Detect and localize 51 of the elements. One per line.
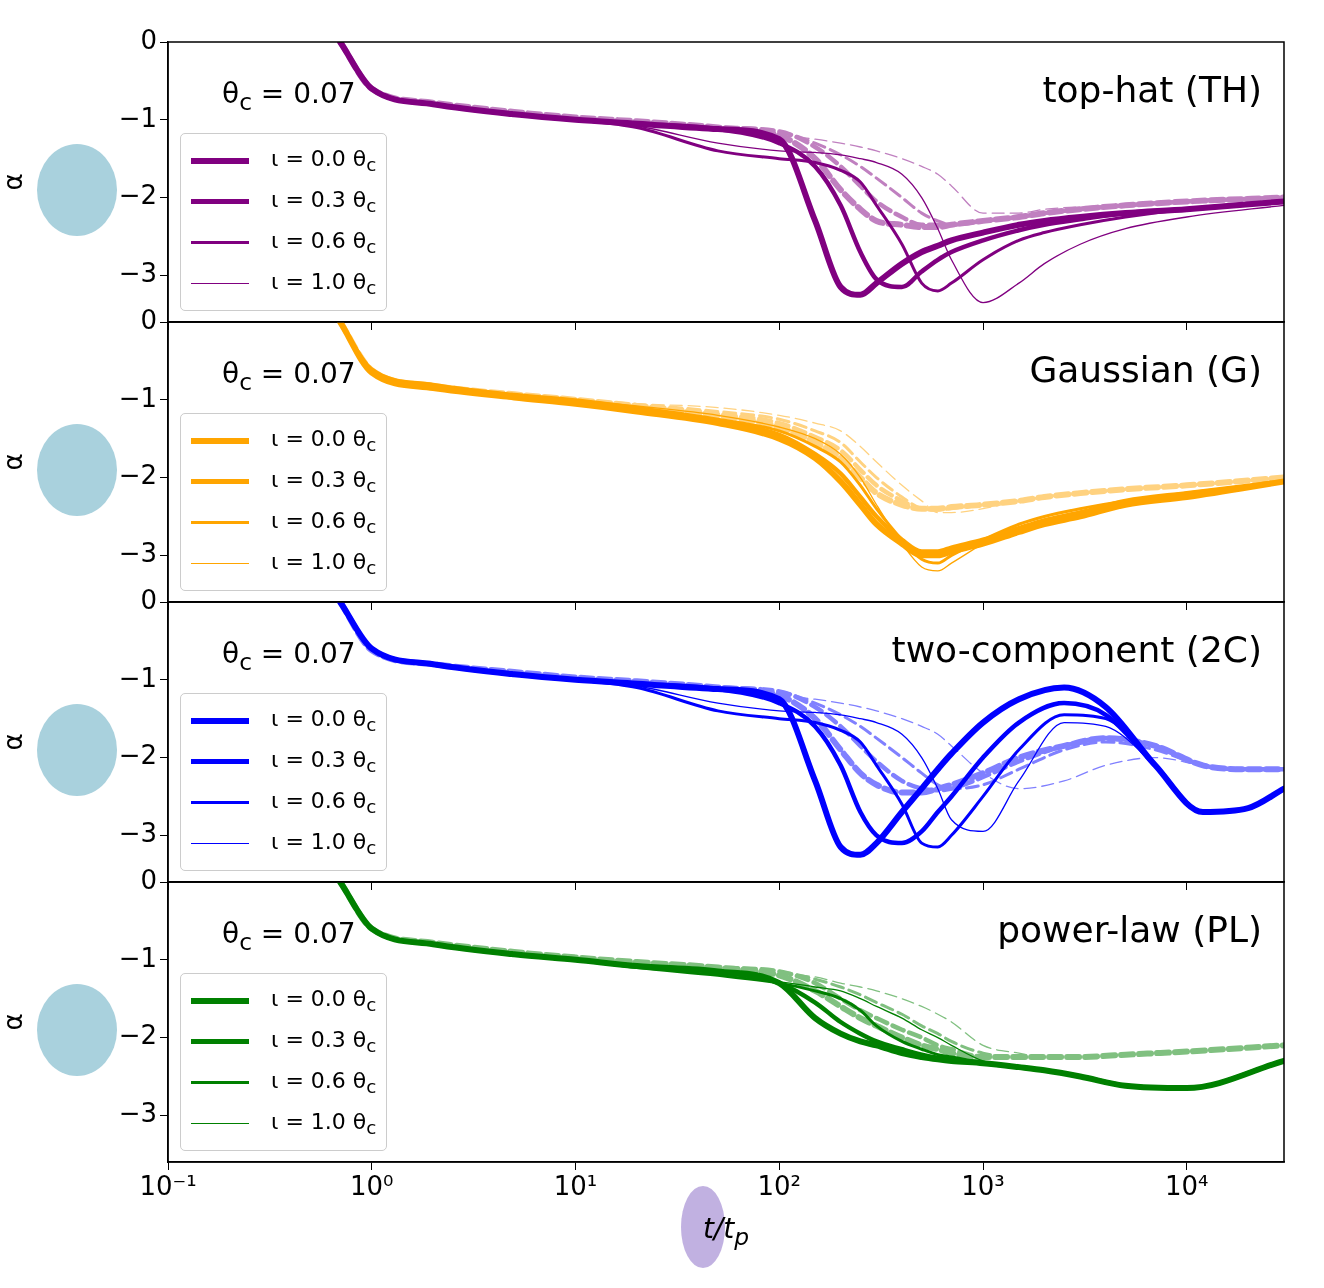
annotation: top-hat (TH)	[1042, 69, 1262, 110]
legend-label: ι = 0.0 θ$_{c}$	[271, 145, 377, 176]
y-axis-title: α	[0, 453, 29, 471]
y-tick-label: −1	[118, 942, 157, 973]
annotation: θ$_{c}$ = 0.07	[222, 637, 356, 676]
x-tick-label: 10⁻¹	[139, 1171, 197, 1202]
annotation: θ$_{c}$ = 0.07	[222, 77, 356, 116]
y-tick-label: 0	[140, 24, 157, 55]
annotation: power-law (PL)	[997, 909, 1262, 950]
y-tick-label: −3	[118, 1098, 157, 1129]
x-tick-label: 10⁰	[350, 1171, 394, 1202]
legend-label: ι = 0.6 θ$_{c}$	[271, 227, 377, 258]
y-axis-title: α	[0, 1013, 29, 1031]
y-tick-label: 0	[140, 864, 157, 895]
legend-label: ι = 0.3 θ$_{c}$	[271, 186, 377, 217]
legend-label: ι = 0.6 θ$_{c}$	[271, 507, 377, 538]
y-tick-label: −1	[118, 102, 157, 133]
y-tick-label: −1	[118, 662, 157, 693]
x-axis-title: t/t$_{p}$	[701, 1212, 751, 1251]
legend-label: ι = 0.0 θ$_{c}$	[271, 425, 377, 456]
y-tick-label: −2	[118, 180, 157, 211]
y-axis-title: α	[0, 173, 29, 191]
legend-label: ι = 1.0 θ$_{c}$	[271, 548, 377, 579]
legend-label: ι = 1.0 θ$_{c}$	[271, 268, 377, 299]
legend-label: ι = 0.3 θ$_{c}$	[271, 746, 377, 777]
x-tick-label: 10⁴	[1165, 1171, 1209, 1202]
legend-label: ι = 1.0 θ$_{c}$	[271, 1108, 377, 1139]
annotation: θ$_{c}$ = 0.07	[222, 357, 356, 396]
annotation: θ$_{c}$ = 0.07	[222, 917, 356, 956]
y-tick-label: −2	[118, 740, 157, 771]
y-tick-label: −1	[118, 382, 157, 413]
x-tick-label: 10²	[757, 1171, 802, 1202]
legend-label: ι = 0.3 θ$_{c}$	[271, 466, 377, 497]
y-tick-label: 0	[140, 584, 157, 615]
y-tick-label: −3	[118, 538, 157, 569]
y-axis-title: α	[0, 733, 29, 751]
legend-label: ι = 0.3 θ$_{c}$	[271, 1026, 377, 1057]
y-tick-label: −3	[118, 258, 157, 289]
y-tick-label: −2	[118, 1020, 157, 1051]
legend-label: ι = 0.0 θ$_{c}$	[271, 985, 377, 1016]
y-tick-label: −2	[118, 460, 157, 491]
annotation: two-component (2C)	[891, 629, 1262, 670]
legend-label: ι = 0.6 θ$_{c}$	[271, 1067, 377, 1098]
legend-label: ι = 1.0 θ$_{c}$	[271, 828, 377, 859]
legend-label: ι = 0.0 θ$_{c}$	[271, 705, 377, 736]
y-tick-label: −3	[118, 818, 157, 849]
x-tick-label: 10³	[961, 1171, 1005, 1202]
y-tick-label: 0	[140, 304, 157, 335]
legend-label: ι = 0.6 θ$_{c}$	[271, 787, 377, 818]
x-tick-label: 10¹	[553, 1171, 598, 1202]
annotation: Gaussian (G)	[1029, 349, 1262, 390]
